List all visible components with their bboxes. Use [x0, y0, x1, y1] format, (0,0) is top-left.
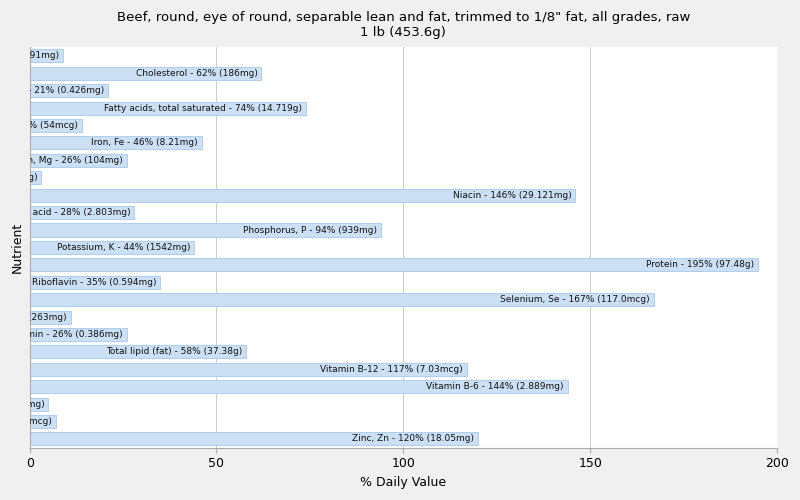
Bar	[30, 50, 63, 62]
Text: Selenium, Se - 167% (117.0mcg): Selenium, Se - 167% (117.0mcg)	[500, 295, 650, 304]
Bar	[30, 346, 246, 358]
Text: Niacin - 146% (29.121mg): Niacin - 146% (29.121mg)	[453, 190, 571, 200]
Text: Vitamin E (alpha-tocopherol) - 5% (1.50mg): Vitamin E (alpha-tocopherol) - 5% (1.50m…	[0, 400, 45, 408]
Text: Copper, Cu - 21% (0.426mg): Copper, Cu - 21% (0.426mg)	[0, 86, 104, 95]
Text: Pantothenic acid - 28% (2.803mg): Pantothenic acid - 28% (2.803mg)	[0, 208, 130, 217]
Text: Zinc, Zn - 120% (18.05mg): Zinc, Zn - 120% (18.05mg)	[352, 434, 474, 444]
Bar	[30, 362, 467, 376]
Bar	[30, 258, 758, 272]
Bar	[30, 224, 381, 236]
Bar	[30, 172, 41, 184]
Bar	[30, 398, 48, 410]
Text: Iron, Fe - 46% (8.21mg): Iron, Fe - 46% (8.21mg)	[91, 138, 198, 147]
Text: Cholesterol - 62% (186mg): Cholesterol - 62% (186mg)	[136, 69, 258, 78]
Bar	[30, 188, 575, 202]
Text: Phosphorus, P - 94% (939mg): Phosphorus, P - 94% (939mg)	[243, 226, 377, 234]
Text: Vitamin K (phylloquinone) - 7% (5.9mcg): Vitamin K (phylloquinone) - 7% (5.9mcg)	[0, 417, 52, 426]
Text: Magnesium, Mg - 26% (104mg): Magnesium, Mg - 26% (104mg)	[0, 156, 123, 165]
Bar	[30, 276, 161, 289]
Bar	[30, 119, 82, 132]
Text: Fatty acids, total saturated - 74% (14.719g): Fatty acids, total saturated - 74% (14.7…	[105, 104, 302, 112]
Bar	[30, 67, 262, 80]
Title: Beef, round, eye of round, separable lean and fat, trimmed to 1/8" fat, all grad: Beef, round, eye of round, separable lea…	[117, 11, 690, 39]
Text: Protein - 195% (97.48g): Protein - 195% (97.48g)	[646, 260, 754, 270]
Bar	[30, 310, 70, 324]
Text: Vitamin B-12 - 117% (7.03mcg): Vitamin B-12 - 117% (7.03mcg)	[320, 365, 463, 374]
Text: Vitamin B-6 - 144% (2.889mg): Vitamin B-6 - 144% (2.889mg)	[426, 382, 564, 391]
Bar	[30, 102, 306, 114]
Bar	[30, 293, 654, 306]
Text: Riboflavin - 35% (0.594mg): Riboflavin - 35% (0.594mg)	[32, 278, 157, 286]
Y-axis label: Nutrient: Nutrient	[11, 222, 24, 273]
Bar	[30, 84, 108, 98]
Bar	[30, 380, 568, 393]
X-axis label: % Daily Value: % Daily Value	[360, 476, 446, 489]
Bar	[30, 154, 127, 167]
Bar	[30, 206, 134, 219]
Bar	[30, 328, 127, 341]
Bar	[30, 136, 202, 149]
Text: Sodium, Na - 11% (263mg): Sodium, Na - 11% (263mg)	[0, 312, 67, 322]
Text: Total lipid (fat) - 58% (37.38g): Total lipid (fat) - 58% (37.38g)	[106, 348, 242, 356]
Text: Thiamin - 26% (0.386mg): Thiamin - 26% (0.386mg)	[7, 330, 123, 339]
Text: Calcium, Ca - 9% (91mg): Calcium, Ca - 9% (91mg)	[0, 52, 59, 60]
Bar	[30, 241, 194, 254]
Text: Folate, total - 14% (54mcg): Folate, total - 14% (54mcg)	[0, 121, 78, 130]
Bar	[30, 432, 478, 446]
Bar	[30, 415, 56, 428]
Text: Manganese, Mn - 3% (0.059mg): Manganese, Mn - 3% (0.059mg)	[0, 174, 37, 182]
Text: Potassium, K - 44% (1542mg): Potassium, K - 44% (1542mg)	[57, 243, 190, 252]
